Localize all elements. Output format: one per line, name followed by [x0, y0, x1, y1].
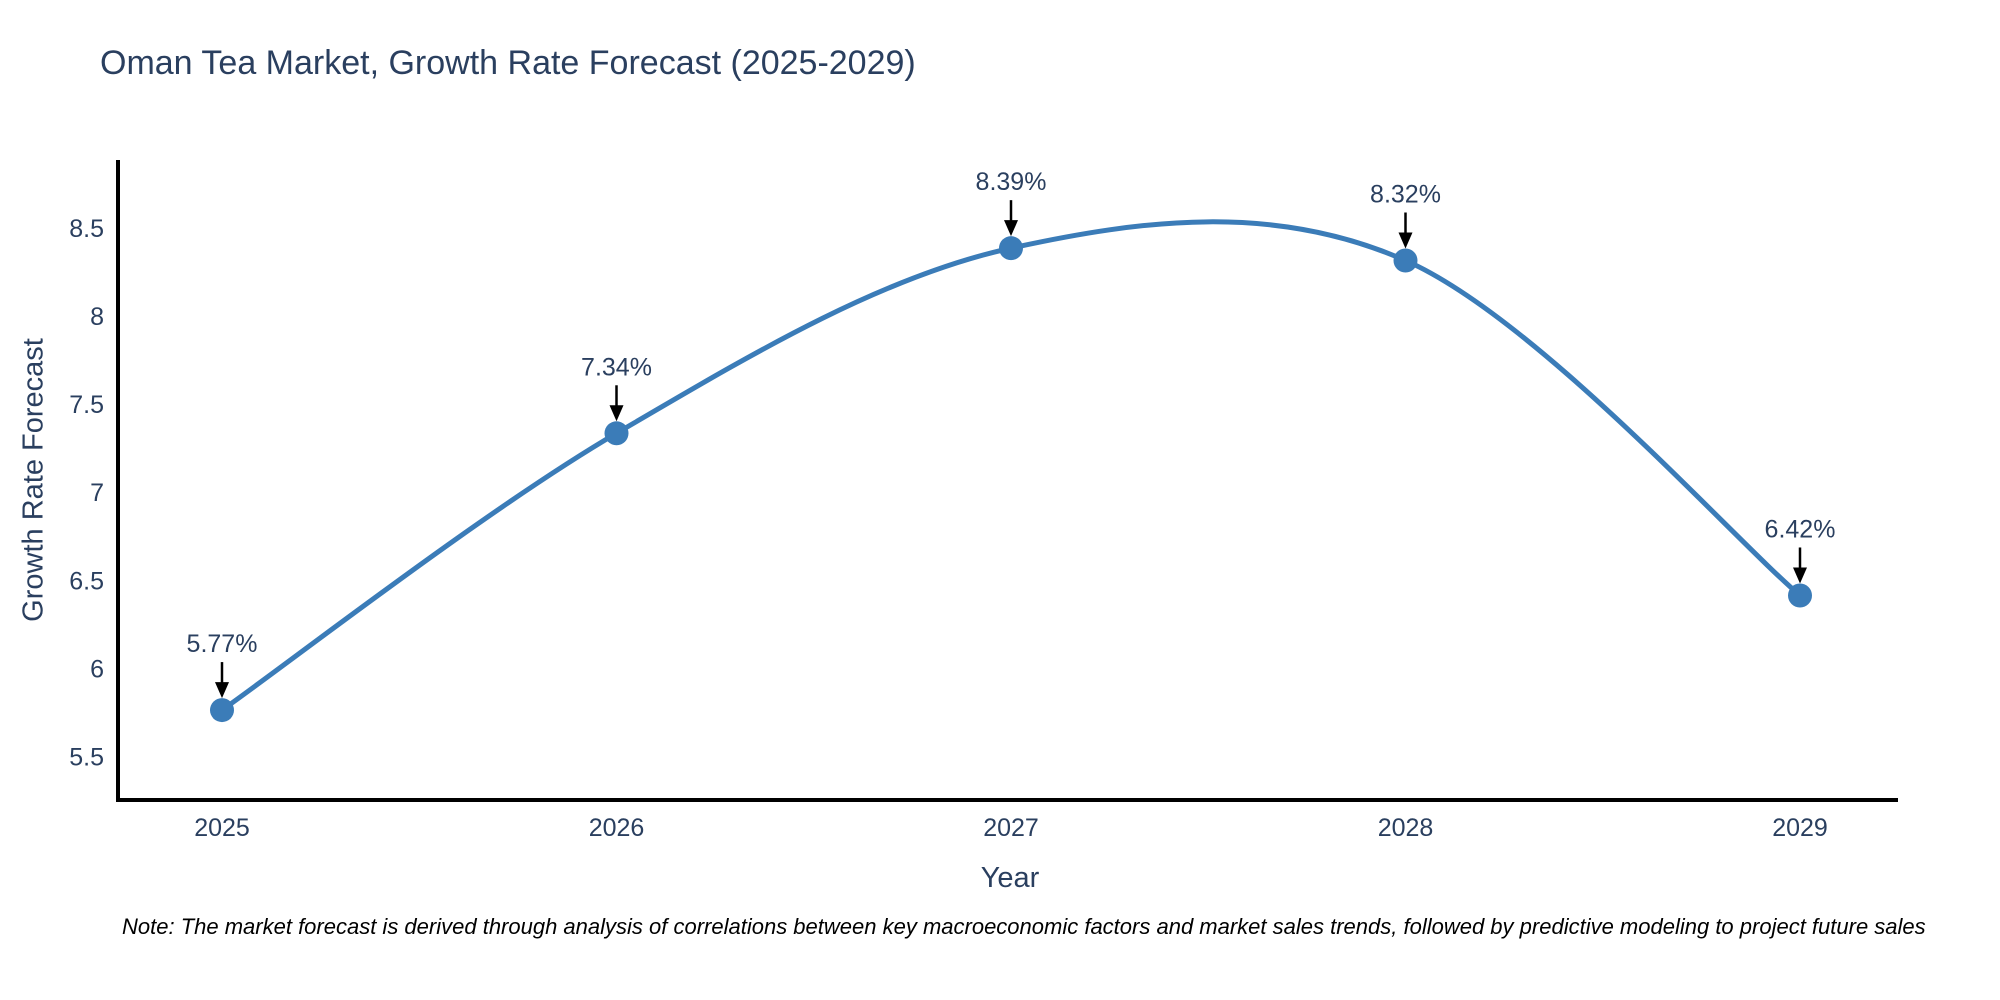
y-tick-label: 7 — [90, 479, 104, 507]
x-tick-label: 2027 — [983, 814, 1039, 842]
data-point-marker[interactable] — [1393, 248, 1418, 273]
y-axis-title: Growth Rate Forecast — [17, 338, 50, 622]
data-point-label: 7.34% — [581, 353, 652, 381]
y-tick-label: 8 — [90, 303, 104, 331]
x-tick-label: 2028 — [1378, 814, 1434, 842]
data-point-label: 6.42% — [1765, 515, 1836, 543]
chart-title: Oman Tea Market, Growth Rate Forecast (2… — [100, 44, 916, 82]
x-axis-title: Year — [980, 862, 1040, 894]
annotation-arrow-head — [1004, 220, 1018, 237]
footnote: Note: The market forecast is derived thr… — [122, 914, 1926, 939]
y-tick-label: 5.5 — [69, 744, 104, 772]
y-tick-label: 6.5 — [69, 567, 104, 595]
x-tick-label: 2025 — [194, 814, 250, 842]
annotation-arrow-head — [1793, 567, 1807, 584]
data-point-marker[interactable] — [999, 236, 1023, 261]
trend-line[interactable] — [219, 219, 1803, 713]
data-point-label: 5.77% — [187, 630, 258, 658]
data-point-marker[interactable] — [210, 698, 234, 723]
data-point-label: 8.39% — [976, 168, 1047, 196]
annotation-arrow-head — [609, 405, 624, 422]
x-tick-label: 2026 — [589, 814, 645, 842]
y-tick-label: 6 — [90, 656, 104, 684]
annotation-arrow-head — [215, 682, 229, 699]
data-point-marker[interactable] — [604, 421, 629, 446]
annotation-arrow-head — [1398, 232, 1413, 249]
x-tick-label: 2029 — [1772, 814, 1828, 842]
data-point-label: 8.32% — [1370, 180, 1441, 208]
data-point-marker[interactable] — [1788, 583, 1812, 608]
y-tick-label: 7.5 — [69, 391, 104, 419]
y-tick-label: 8.5 — [69, 215, 104, 243]
